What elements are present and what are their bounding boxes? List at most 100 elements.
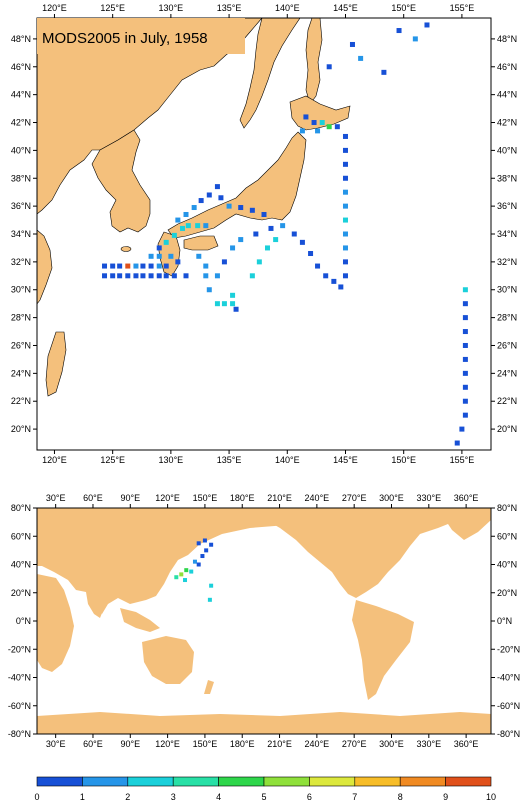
lon-tick-label: 240°E [305, 739, 330, 749]
colorbar-label: 4 [216, 792, 221, 802]
obs-cell [230, 292, 236, 298]
lon-tick-label: 60°E [83, 493, 103, 503]
obs-cell [209, 542, 214, 547]
obs-cell [221, 301, 227, 307]
colorbar-segment [172, 776, 219, 787]
lat-tick-label: 20°N [497, 424, 517, 434]
lon-tick-label: 130°E [159, 455, 184, 465]
lat-tick-label: 42°N [11, 118, 31, 128]
lat-tick-label: 40°N [11, 145, 31, 155]
obs-cell [184, 568, 189, 573]
obs-cell [196, 562, 201, 567]
lon-tick-label: 135°E [217, 3, 242, 13]
obs-cell [117, 273, 123, 279]
land-honshu [167, 131, 307, 239]
obs-cell [342, 231, 348, 237]
obs-cell [238, 205, 244, 211]
lon-tick-label: 150°E [391, 3, 416, 13]
colorbar-label: 2 [125, 792, 130, 802]
obs-cell [226, 203, 232, 209]
obs-cell [349, 41, 355, 47]
land-taiwan [45, 331, 67, 397]
obs-cell [168, 253, 174, 259]
lat-tick-label: 20°N [11, 588, 31, 598]
obs-cell [117, 263, 123, 269]
land-south-america [352, 600, 414, 700]
land-antarctica [37, 712, 491, 734]
obs-cell [163, 239, 169, 245]
lat-tick-label: 34°N [11, 229, 31, 239]
lat-tick-label: 34°N [497, 229, 517, 239]
obs-cell [203, 223, 209, 229]
lat-tick-label: 36°N [11, 201, 31, 211]
obs-cell [342, 245, 348, 251]
lat-tick-label: -80°N [497, 729, 520, 739]
obs-cell [198, 198, 204, 204]
lon-tick-label: 155°E [450, 455, 475, 465]
colorbar-label: 8 [398, 792, 403, 802]
lat-tick-label: -80°N [8, 729, 31, 739]
obs-cell [192, 559, 197, 564]
obs-cell [331, 278, 337, 284]
colorbar-label: 3 [171, 792, 176, 802]
colorbar-label: 6 [307, 792, 312, 802]
lat-tick-label: 20°N [497, 588, 517, 598]
obs-cell [308, 251, 314, 257]
colorbar-segment [82, 776, 129, 787]
obs-cell [412, 36, 418, 42]
obs-cell [462, 315, 468, 321]
lon-tick-label: 150°E [193, 493, 218, 503]
obs-cell [323, 273, 329, 279]
obs-cell [175, 259, 181, 265]
obs-cell [462, 370, 468, 376]
obs-cell [214, 273, 220, 279]
lon-tick-label: 180°E [230, 739, 255, 749]
lon-tick-label: 135°E [217, 455, 242, 465]
obs-cell [462, 301, 468, 307]
lat-tick-label: 24°N [11, 368, 31, 378]
lat-tick-label: 28°N [497, 313, 517, 323]
land-eurasia [37, 508, 300, 614]
bottom-map-axes: 30°E 30°E 60°E 60°E 90°E 90°E 120°E 120°E 150°E 1… [8, 493, 520, 749]
obs-cell [171, 232, 177, 238]
world-map: 30°E 30°E 60°E 60°E 90°E 90°E 120°E 120°E 150°E 1… [8, 493, 520, 749]
obs-cell [133, 263, 139, 269]
top-map-land [36, 17, 351, 397]
obs-cell [253, 231, 259, 237]
lat-tick-label: 26°N [497, 340, 517, 350]
obs-cell [342, 217, 348, 223]
lon-tick-label: 155°E [450, 3, 475, 13]
lon-tick-label: 150°E [391, 455, 416, 465]
lat-tick-label: 48°N [497, 34, 517, 44]
lat-tick-label: 40°N [497, 145, 517, 155]
lat-tick-label: 0°N [16, 616, 31, 626]
obs-cell [102, 263, 108, 269]
lat-tick-label: 26°N [11, 340, 31, 350]
obs-cell [280, 223, 286, 229]
obs-cell [183, 578, 188, 583]
obs-cell [148, 253, 154, 259]
lon-tick-label: 270°E [342, 493, 367, 503]
obs-cell [221, 259, 227, 265]
map-title: MODS2005 in July, 1958 [42, 30, 208, 47]
land-hokkaido [289, 95, 351, 131]
land-australia [142, 636, 194, 684]
lat-tick-label: -60°N [8, 701, 31, 711]
lat-tick-label: -20°N [497, 644, 520, 654]
lon-tick-label: 125°E [100, 3, 125, 13]
colorbar-segment [218, 776, 265, 787]
obs-cell [133, 273, 139, 279]
obs-cell [174, 575, 179, 580]
lon-tick-label: 300°E [379, 493, 404, 503]
lon-tick-label: 140°E [275, 3, 300, 13]
obs-cell [102, 273, 108, 279]
lat-tick-label: 80°N [497, 503, 517, 513]
obs-cell [459, 426, 465, 432]
bottom-map-land [37, 508, 491, 734]
lon-tick-label: 120°E [155, 493, 180, 503]
obs-cell [148, 263, 154, 269]
lat-tick-label: 60°N [11, 531, 31, 541]
lat-tick-label: -40°N [8, 673, 31, 683]
colorbar-segment [354, 776, 401, 787]
lon-tick-label: 120°E [42, 3, 67, 13]
